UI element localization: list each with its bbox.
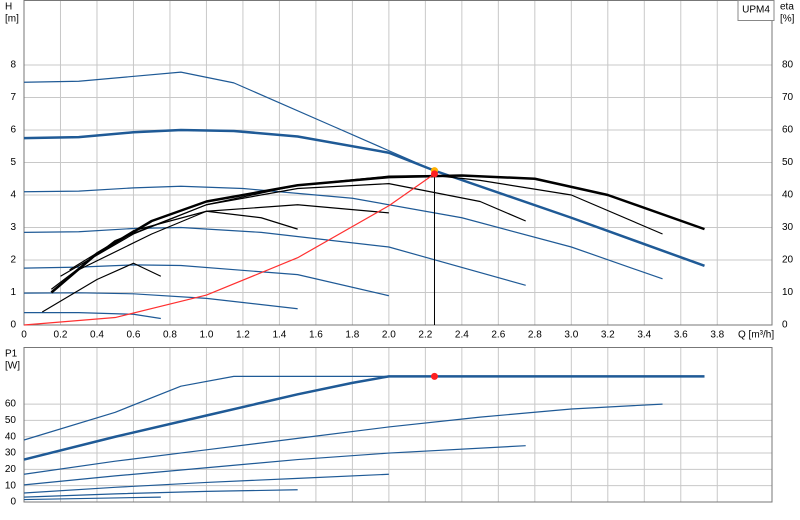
x-axis-label: Q [m³/h]: [738, 330, 774, 341]
x-tick-label: 3.6: [674, 330, 688, 341]
plot-frame: [23, 347, 773, 503]
y-tick-label: 10: [5, 480, 17, 491]
duty-point: [430, 372, 438, 380]
y-tick-label: 0: [10, 497, 16, 508]
y-tick-label: 60: [5, 399, 17, 410]
curve: [23, 496, 161, 501]
y-tick-label: 1: [10, 287, 16, 298]
curve: [50, 174, 705, 294]
x-tick-label: 0.2: [54, 330, 68, 341]
y2-tick-label: 40: [782, 190, 794, 201]
curve: [23, 375, 435, 441]
y2-tick-label: 30: [782, 222, 794, 233]
y2-tick-label: 20: [782, 255, 794, 266]
y-tick-label: 3: [10, 222, 16, 233]
x-tick-label: 2.6: [491, 330, 505, 341]
y2-tick-label: 70: [782, 92, 794, 103]
curve: [23, 489, 298, 498]
curve: [23, 226, 526, 286]
y2-tick-label: 50: [782, 157, 794, 168]
y2-axis-label: eta: [780, 2, 794, 13]
y-axis-label: P1: [5, 349, 18, 360]
x-tick-label: 1.4: [272, 330, 286, 341]
y-tick-label: 6: [10, 125, 16, 136]
x-tick-label: 3.0: [564, 330, 578, 341]
y2-tick-label: 10: [782, 287, 794, 298]
curve: [60, 183, 526, 277]
curve: [23, 292, 298, 310]
curve: [23, 375, 705, 461]
y-tick-label: 20: [5, 464, 17, 475]
x-tick-label: 3.4: [637, 330, 651, 341]
curve: [23, 173, 435, 326]
y2-tick-label: 80: [782, 60, 794, 71]
model-label: UPM4: [742, 5, 770, 16]
y-tick-label: 0: [10, 320, 16, 331]
x-tick-label: 2.2: [418, 330, 432, 341]
x-tick-label: 3.2: [601, 330, 615, 341]
y-tick-label: 50: [5, 415, 17, 426]
y-tick-label: 2: [10, 255, 16, 266]
x-tick-label: 0.8: [163, 330, 177, 341]
y-tick-label: 8: [10, 60, 16, 71]
x-tick-label: 1.2: [236, 330, 250, 341]
x-tick-label: 2.4: [455, 330, 469, 341]
x-tick-label: 0: [21, 330, 27, 341]
y-tick-label: 4: [10, 190, 16, 201]
y2-axis-unit: [%]: [780, 14, 795, 25]
x-tick-label: 0.4: [90, 330, 104, 341]
curve: [23, 403, 663, 475]
y-axis-label: H: [5, 2, 12, 13]
y-tick-label: 30: [5, 448, 17, 459]
y-axis-unit: [m]: [5, 14, 19, 25]
curve: [24, 312, 161, 320]
y-tick-label: 40: [5, 431, 17, 442]
x-tick-label: 2.8: [528, 330, 542, 341]
y2-tick-label: 60: [782, 125, 794, 136]
y-axis-unit: [W]: [5, 361, 20, 372]
x-tick-label: 0.6: [127, 330, 141, 341]
x-tick-label: 1.8: [345, 330, 359, 341]
plot-frame: [23, 0, 773, 326]
y2-tick-label: 0: [782, 320, 788, 331]
curve: [23, 128, 705, 268]
x-tick-label: 1.6: [309, 330, 323, 341]
x-tick-label: 3.8: [710, 330, 724, 341]
y-tick-label: 7: [10, 92, 16, 103]
x-tick-label: 1.0: [199, 330, 213, 341]
curve: [23, 71, 435, 172]
curve: [41, 262, 162, 313]
duty-point: [430, 170, 438, 178]
x-tick-label: 2.0: [382, 330, 396, 341]
curve: [23, 185, 663, 280]
curve: [23, 473, 389, 494]
y-tick-label: 5: [10, 157, 16, 168]
curve: [78, 210, 298, 271]
model-label-box: [737, 0, 775, 21]
curve: [23, 264, 390, 297]
curve: [23, 445, 526, 486]
